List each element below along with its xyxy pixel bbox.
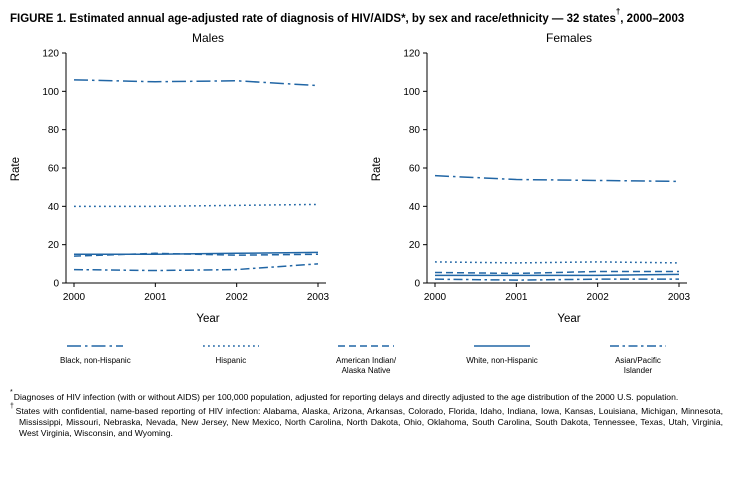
svg-text:0: 0 [53, 278, 59, 289]
legend-label: Hispanic [215, 355, 247, 365]
svg-text:60: 60 [409, 163, 421, 174]
legend-item-white-non-hispanic: White, non-Hispanic [466, 341, 538, 366]
svg-text:100: 100 [403, 87, 420, 98]
females-y-axis-label: Rate [371, 156, 383, 181]
females-chart-body: Rate 0 20 40 60 80 100 120 2000 2001 2002 2003 [371, 47, 723, 309]
svg-text:80: 80 [48, 125, 60, 136]
legend-label: American Indian/ Alaska Native [336, 355, 397, 375]
footnote-text: States with confidential, name-based rep… [15, 405, 723, 439]
footnote-dagger: †States with confidential, name-based re… [10, 402, 723, 439]
svg-text:60: 60 [48, 163, 60, 174]
footnotes: *Diagnoses of HIV infection (with or wit… [8, 388, 725, 439]
svg-text:80: 80 [409, 125, 421, 136]
legend-label: Black, non-Hispanic [60, 355, 131, 365]
footnote-marker: † [10, 402, 15, 410]
svg-text:40: 40 [409, 202, 421, 213]
svg-text:2002: 2002 [587, 292, 610, 303]
males-chart-block: Males Rate 0 20 40 60 80 100 120 2000 2001 2002 20… [10, 31, 362, 325]
figure-title-dagger: † [615, 7, 621, 16]
males-chart-body: Rate 0 20 40 60 80 100 120 2000 2001 2002 2003 [10, 47, 362, 309]
females-line-chart: 0 20 40 60 80 100 120 2000 2001 2002 2003 [403, 48, 691, 303]
svg-text:2000: 2000 [424, 292, 447, 303]
legend-label: White, non-Hispanic [466, 355, 538, 365]
females-chart-block: Females Rate 0 20 40 60 80 100 120 2000 2001 2002… [371, 31, 723, 325]
svg-text:40: 40 [48, 202, 60, 213]
males-x-axis-label: Year [196, 312, 220, 325]
males-chart-title: Males [191, 30, 224, 45]
svg-text:120: 120 [403, 48, 420, 59]
svg-text:120: 120 [42, 48, 59, 59]
svg-text:100: 100 [42, 87, 59, 98]
svg-text:2002: 2002 [226, 292, 249, 303]
dashed-line-sample [338, 345, 395, 347]
dashdot-line-sample [609, 345, 666, 347]
females-x-axis-label: Year [557, 312, 581, 325]
legend-item-asian-pacific-islander: Asian/Pacific Islander [603, 341, 673, 376]
legend-label: Asian/Pacific Islander [615, 355, 661, 375]
males-y-axis-label: Rate [10, 156, 22, 181]
dashdot-line-sample [67, 345, 124, 347]
svg-text:2001: 2001 [144, 292, 167, 303]
figure-title-tail: , 2000–2003 [620, 12, 685, 25]
females-chart-title: Females [545, 30, 592, 45]
chart-legend: Black, non-Hispanic Hispanic American In… [8, 341, 725, 376]
svg-text:2000: 2000 [63, 292, 86, 303]
svg-text:20: 20 [409, 240, 421, 251]
svg-text:0: 0 [414, 278, 420, 289]
svg-text:2001: 2001 [505, 292, 528, 303]
figure-title-main: FIGURE 1. Estimated annual age-adjusted … [10, 12, 616, 25]
dotted-line-sample [202, 345, 259, 347]
charts-row: Males Rate 0 20 40 60 80 100 120 2000 2001 2002 20… [8, 31, 725, 325]
legend-item-black-non-hispanic: Black, non-Hispanic [60, 341, 131, 366]
males-line-chart: 0 20 40 60 80 100 120 2000 2001 2002 2003 [42, 48, 330, 303]
svg-text:2003: 2003 [307, 292, 330, 303]
svg-text:2003: 2003 [668, 292, 691, 303]
footnote-asterisk: *Diagnoses of HIV infection (with or wit… [10, 388, 723, 403]
legend-item-hispanic: Hispanic [196, 341, 266, 366]
svg-text:20: 20 [48, 240, 60, 251]
legend-item-american-indian-alaska-native: American Indian/ Alaska Native [331, 341, 401, 376]
figure-title: FIGURE 1. Estimated annual age-adjusted … [10, 7, 725, 25]
footnote-text: Diagnoses of HIV infection (with or with… [13, 391, 679, 402]
solid-line-sample [474, 345, 531, 347]
footnote-marker: * [10, 388, 13, 396]
